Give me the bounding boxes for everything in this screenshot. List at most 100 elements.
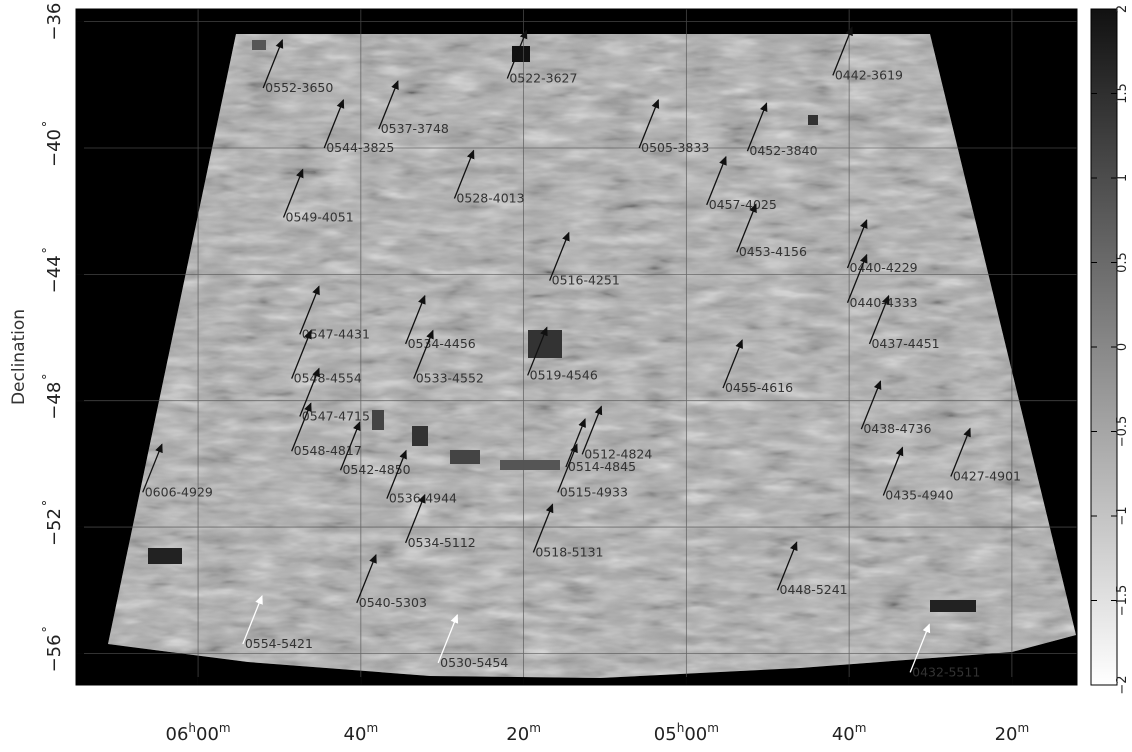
- polarization-arrow-0455-4616: [722, 339, 743, 389]
- polarization-arrow-0512-4824: [581, 405, 603, 455]
- source-label-0544-3825: 0544-3825: [326, 140, 394, 155]
- y-tick-label-5: −56: [44, 634, 65, 672]
- source-label-0512-4824: 0512-4824: [584, 446, 652, 461]
- polarization-arrow-0552-3650: [262, 39, 284, 89]
- y-tick-degree-0: °: [41, 0, 56, 1]
- polarization-arrow-0534-5112: [404, 493, 426, 544]
- x-tick-label-5: 20m: [995, 721, 1030, 745]
- polarization-arrow-0440-4333: [846, 253, 868, 304]
- source-label-0548-4554: 0548-4554: [294, 371, 362, 386]
- polarization-arrow-0547-4715: [299, 367, 320, 417]
- y-tick-label-2: −44: [44, 255, 65, 293]
- y-axis-ticks: −36°−40°−44°−48°−52°−56°: [41, 0, 84, 672]
- source-label-0534-5112: 0534-5112: [408, 535, 476, 550]
- colorbar-tick-label-3: 0.5: [1115, 252, 1130, 273]
- polarization-arrow-0453-4156: [736, 203, 757, 253]
- polarization-arrow-0452-3840: [746, 102, 768, 152]
- source-label-0549-4051: 0549-4051: [286, 209, 354, 224]
- polarization-arrow-0528-4013: [453, 149, 475, 199]
- y-tick-degree-5: °: [41, 626, 56, 633]
- source-label-0435-4940: 0435-4940: [885, 487, 953, 502]
- source-label-0519-4546: 0519-4546: [530, 367, 598, 382]
- grid-lines: [76, 9, 1077, 685]
- y-tick-degree-2: °: [41, 247, 56, 254]
- source-label-0542-4850: 0542-4850: [342, 462, 410, 477]
- polarization-arrow-0437-4451: [868, 294, 890, 345]
- colorbar-tick-label-2: 1: [1115, 174, 1130, 182]
- source-label-0437-4451: 0437-4451: [871, 336, 939, 351]
- polarization-arrow-0505-3833: [638, 99, 660, 149]
- source-label-0528-4013: 0528-4013: [456, 191, 524, 206]
- x-tick-label-2: 20m: [506, 721, 541, 745]
- polarization-arrow-0515-4933: [557, 443, 578, 493]
- y-tick-label-0: −36: [44, 3, 65, 41]
- polarization-arrow-0554-5421: [242, 595, 263, 645]
- polarization-arrow-0522-3627: [506, 29, 528, 79]
- source-label-0534-4456: 0534-4456: [408, 336, 476, 351]
- source-label-0442-3619: 0442-3619: [835, 67, 903, 82]
- polarization-arrow-0432-5511: [909, 623, 931, 673]
- polarization-arrow-0540-5303: [356, 553, 377, 604]
- source-label-0554-5421: 0554-5421: [245, 636, 313, 651]
- polarization-arrow-0548-4817: [291, 402, 312, 452]
- polarization-arrow-0606-4929: [142, 443, 163, 493]
- polarization-arrow-0435-4940: [882, 446, 904, 496]
- source-label-0606-4929: 0606-4929: [145, 484, 213, 499]
- y-tick-degree-3: °: [41, 373, 56, 380]
- y-tick-label-3: −48: [44, 382, 65, 420]
- source-label-0438-4736: 0438-4736: [863, 421, 931, 436]
- polarization-arrow-0438-4736: [860, 380, 882, 430]
- polarization-arrow-0518-5131: [532, 503, 554, 553]
- polarization-arrow-0530-5454: [437, 613, 459, 664]
- polarization-arrow-0440-4229: [846, 219, 868, 269]
- polarization-arrow-0537-3748: [378, 80, 399, 130]
- polarization-arrow-0549-4051: [282, 168, 304, 218]
- source-label-0516-4251: 0516-4251: [552, 273, 620, 288]
- observed-field: [108, 34, 1076, 678]
- polarization-arrow-0548-4554: [291, 329, 312, 379]
- polarization-arrow-0544-3825: [323, 99, 345, 149]
- colorbar-tick-label-8: −2: [1115, 675, 1130, 694]
- source-label-0537-3748: 0537-3748: [381, 121, 449, 136]
- y-tick-degree-4: °: [41, 500, 56, 507]
- source-label-0518-5131: 0518-5131: [535, 544, 603, 559]
- y-tick-label-1: −40: [44, 129, 65, 167]
- source-label-0540-5303: 0540-5303: [359, 595, 427, 610]
- polarization-arrow-0547-4431: [299, 285, 320, 335]
- source-label-0530-5454: 0530-5454: [440, 655, 508, 670]
- y-tick-degree-1: °: [41, 121, 56, 128]
- polarization-arrow-0519-4546: [527, 326, 548, 376]
- colorbar-tick-label-0: 2: [1115, 5, 1130, 13]
- colorbar-ticks: 2 1.5 1 0.5 0 −0.5 −1 −1.5 −2: [1091, 5, 1130, 695]
- polarization-arrow-0442-3619: [832, 26, 853, 76]
- polarization-arrow-0536-4944: [386, 449, 407, 499]
- source-label-0432-5511: 0432-5511: [912, 664, 980, 679]
- colorbar-tick-label-6: −1: [1115, 506, 1130, 525]
- source-label-0514-4845: 0514-4845: [568, 459, 636, 474]
- source-label-0427-4901: 0427-4901: [953, 469, 1021, 484]
- polarization-arrow-0457-4025: [706, 155, 727, 206]
- colorbar-tick-label-5: −0.5: [1115, 416, 1130, 448]
- polarization-arrow-0533-4552: [413, 329, 434, 379]
- polarization-arrow-0542-4850: [339, 421, 361, 471]
- source-label-0448-5241: 0448-5241: [780, 582, 848, 597]
- y-tick-label-4: −52: [44, 508, 65, 546]
- source-label-0533-4552: 0533-4552: [416, 371, 484, 386]
- colorbar-tick-label-4: 0: [1115, 343, 1130, 351]
- x-tick-label-1: 40m: [344, 721, 379, 745]
- source-label-0515-4933: 0515-4933: [560, 484, 628, 499]
- source-label-0452-3840: 0452-3840: [749, 143, 817, 158]
- polarization-arrow-0514-4845: [565, 418, 586, 468]
- source-label-0548-4817: 0548-4817: [294, 443, 362, 458]
- plot-border: [75, 8, 1078, 686]
- source-label-0455-4616: 0455-4616: [725, 380, 793, 395]
- polarization-arrow-0534-4456: [404, 294, 426, 345]
- x-tick-label-3: 05h00m: [654, 721, 719, 745]
- source-label-0457-4025: 0457-4025: [709, 197, 777, 212]
- polarization-arrow-0448-5241: [776, 541, 798, 591]
- polarization-arrow-0516-4251: [549, 231, 570, 281]
- colorbar-tick-label-1: 1.5: [1115, 83, 1130, 104]
- source-label-0453-4156: 0453-4156: [739, 244, 807, 259]
- source-markers: 0552-3650 0522-3627 0442-3619 0537-3748 0544…: [142, 26, 1021, 679]
